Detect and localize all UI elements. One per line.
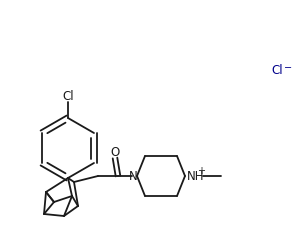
Text: Cl: Cl: [62, 89, 74, 102]
Text: O: O: [111, 146, 120, 159]
Text: NH: NH: [187, 169, 204, 182]
Text: −: −: [284, 63, 292, 73]
Text: Cl: Cl: [271, 64, 283, 77]
Text: +: +: [197, 166, 205, 176]
Text: N: N: [129, 169, 137, 182]
